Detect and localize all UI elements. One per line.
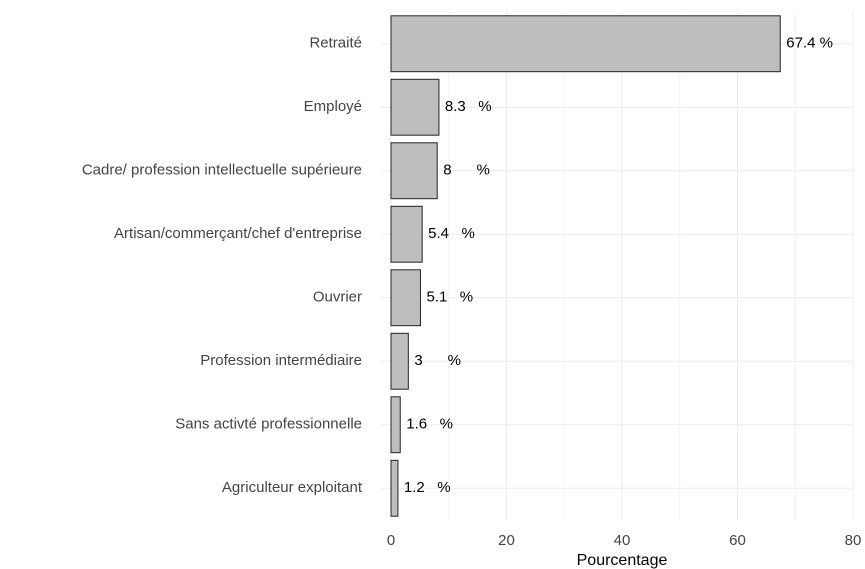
bar (390, 142, 438, 200)
value-label: 5.1 % (426, 289, 473, 306)
x-tick-label: 0 (387, 532, 395, 549)
y-tick-label: Agriculteur exploitant (222, 479, 363, 496)
value-label: 3 % (414, 352, 461, 369)
y-tick-label: Sans activté professionnelle (175, 416, 362, 433)
y-tick-label: Employé (304, 98, 362, 115)
value-label: 67.4 % (786, 35, 833, 52)
bar (390, 396, 401, 454)
x-tick-label: 20 (498, 532, 515, 549)
y-tick-label: Artisan/commerçant/chef d'entreprise (114, 225, 362, 242)
value-label: 8.3 % (445, 98, 492, 115)
bar (390, 205, 423, 263)
bar (390, 459, 399, 517)
x-tick-label: 60 (729, 532, 746, 549)
value-label: 5.4 % (428, 225, 475, 242)
value-label: 1.6 % (406, 416, 453, 433)
bar (390, 269, 421, 327)
y-tick-label: Ouvrier (313, 289, 362, 306)
x-tick-label: 80 (845, 532, 862, 549)
x-tick-label: 40 (614, 532, 631, 549)
y-tick-label: Cadre/ profession intellectuelle supérie… (82, 162, 362, 179)
y-tick-label: Profession intermédiaire (200, 352, 362, 369)
bar (390, 332, 409, 390)
bar (390, 78, 440, 136)
value-label: 8 % (443, 162, 490, 179)
x-axis-title: Pourcentage (577, 552, 668, 569)
value-label: 1.2 % (404, 479, 451, 496)
bar (390, 15, 781, 73)
y-tick-label: Retraité (309, 35, 362, 52)
